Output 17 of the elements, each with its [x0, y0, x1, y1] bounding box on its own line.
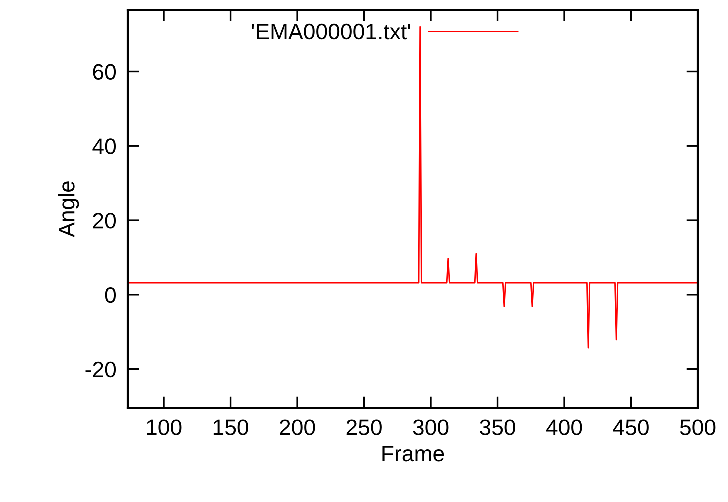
y-tick-label: 60 — [93, 64, 116, 80]
x-tick-label: 500 — [680, 420, 716, 436]
x-tick-label: 300 — [413, 420, 449, 436]
x-tick-label: 400 — [546, 420, 582, 436]
y-tick-label: -20 — [86, 362, 116, 378]
y-axis-title: Angle — [58, 182, 80, 238]
y-tick-label: 0 — [105, 287, 116, 304]
x-axis-title: Frame — [382, 446, 444, 462]
x-tick-label: 100 — [147, 420, 182, 436]
x-tick-label: 150 — [214, 420, 248, 436]
y-tick-label: 40 — [92, 138, 116, 154]
y-tick-label: 20 — [93, 213, 116, 229]
legend-label: 'EMA000001.txt' — [252, 24, 410, 40]
x-tick-label: 450 — [613, 420, 649, 436]
x-tick-label: 250 — [346, 420, 382, 436]
x-tick-label: 350 — [480, 420, 516, 436]
x-tick-label: 200 — [280, 420, 316, 436]
